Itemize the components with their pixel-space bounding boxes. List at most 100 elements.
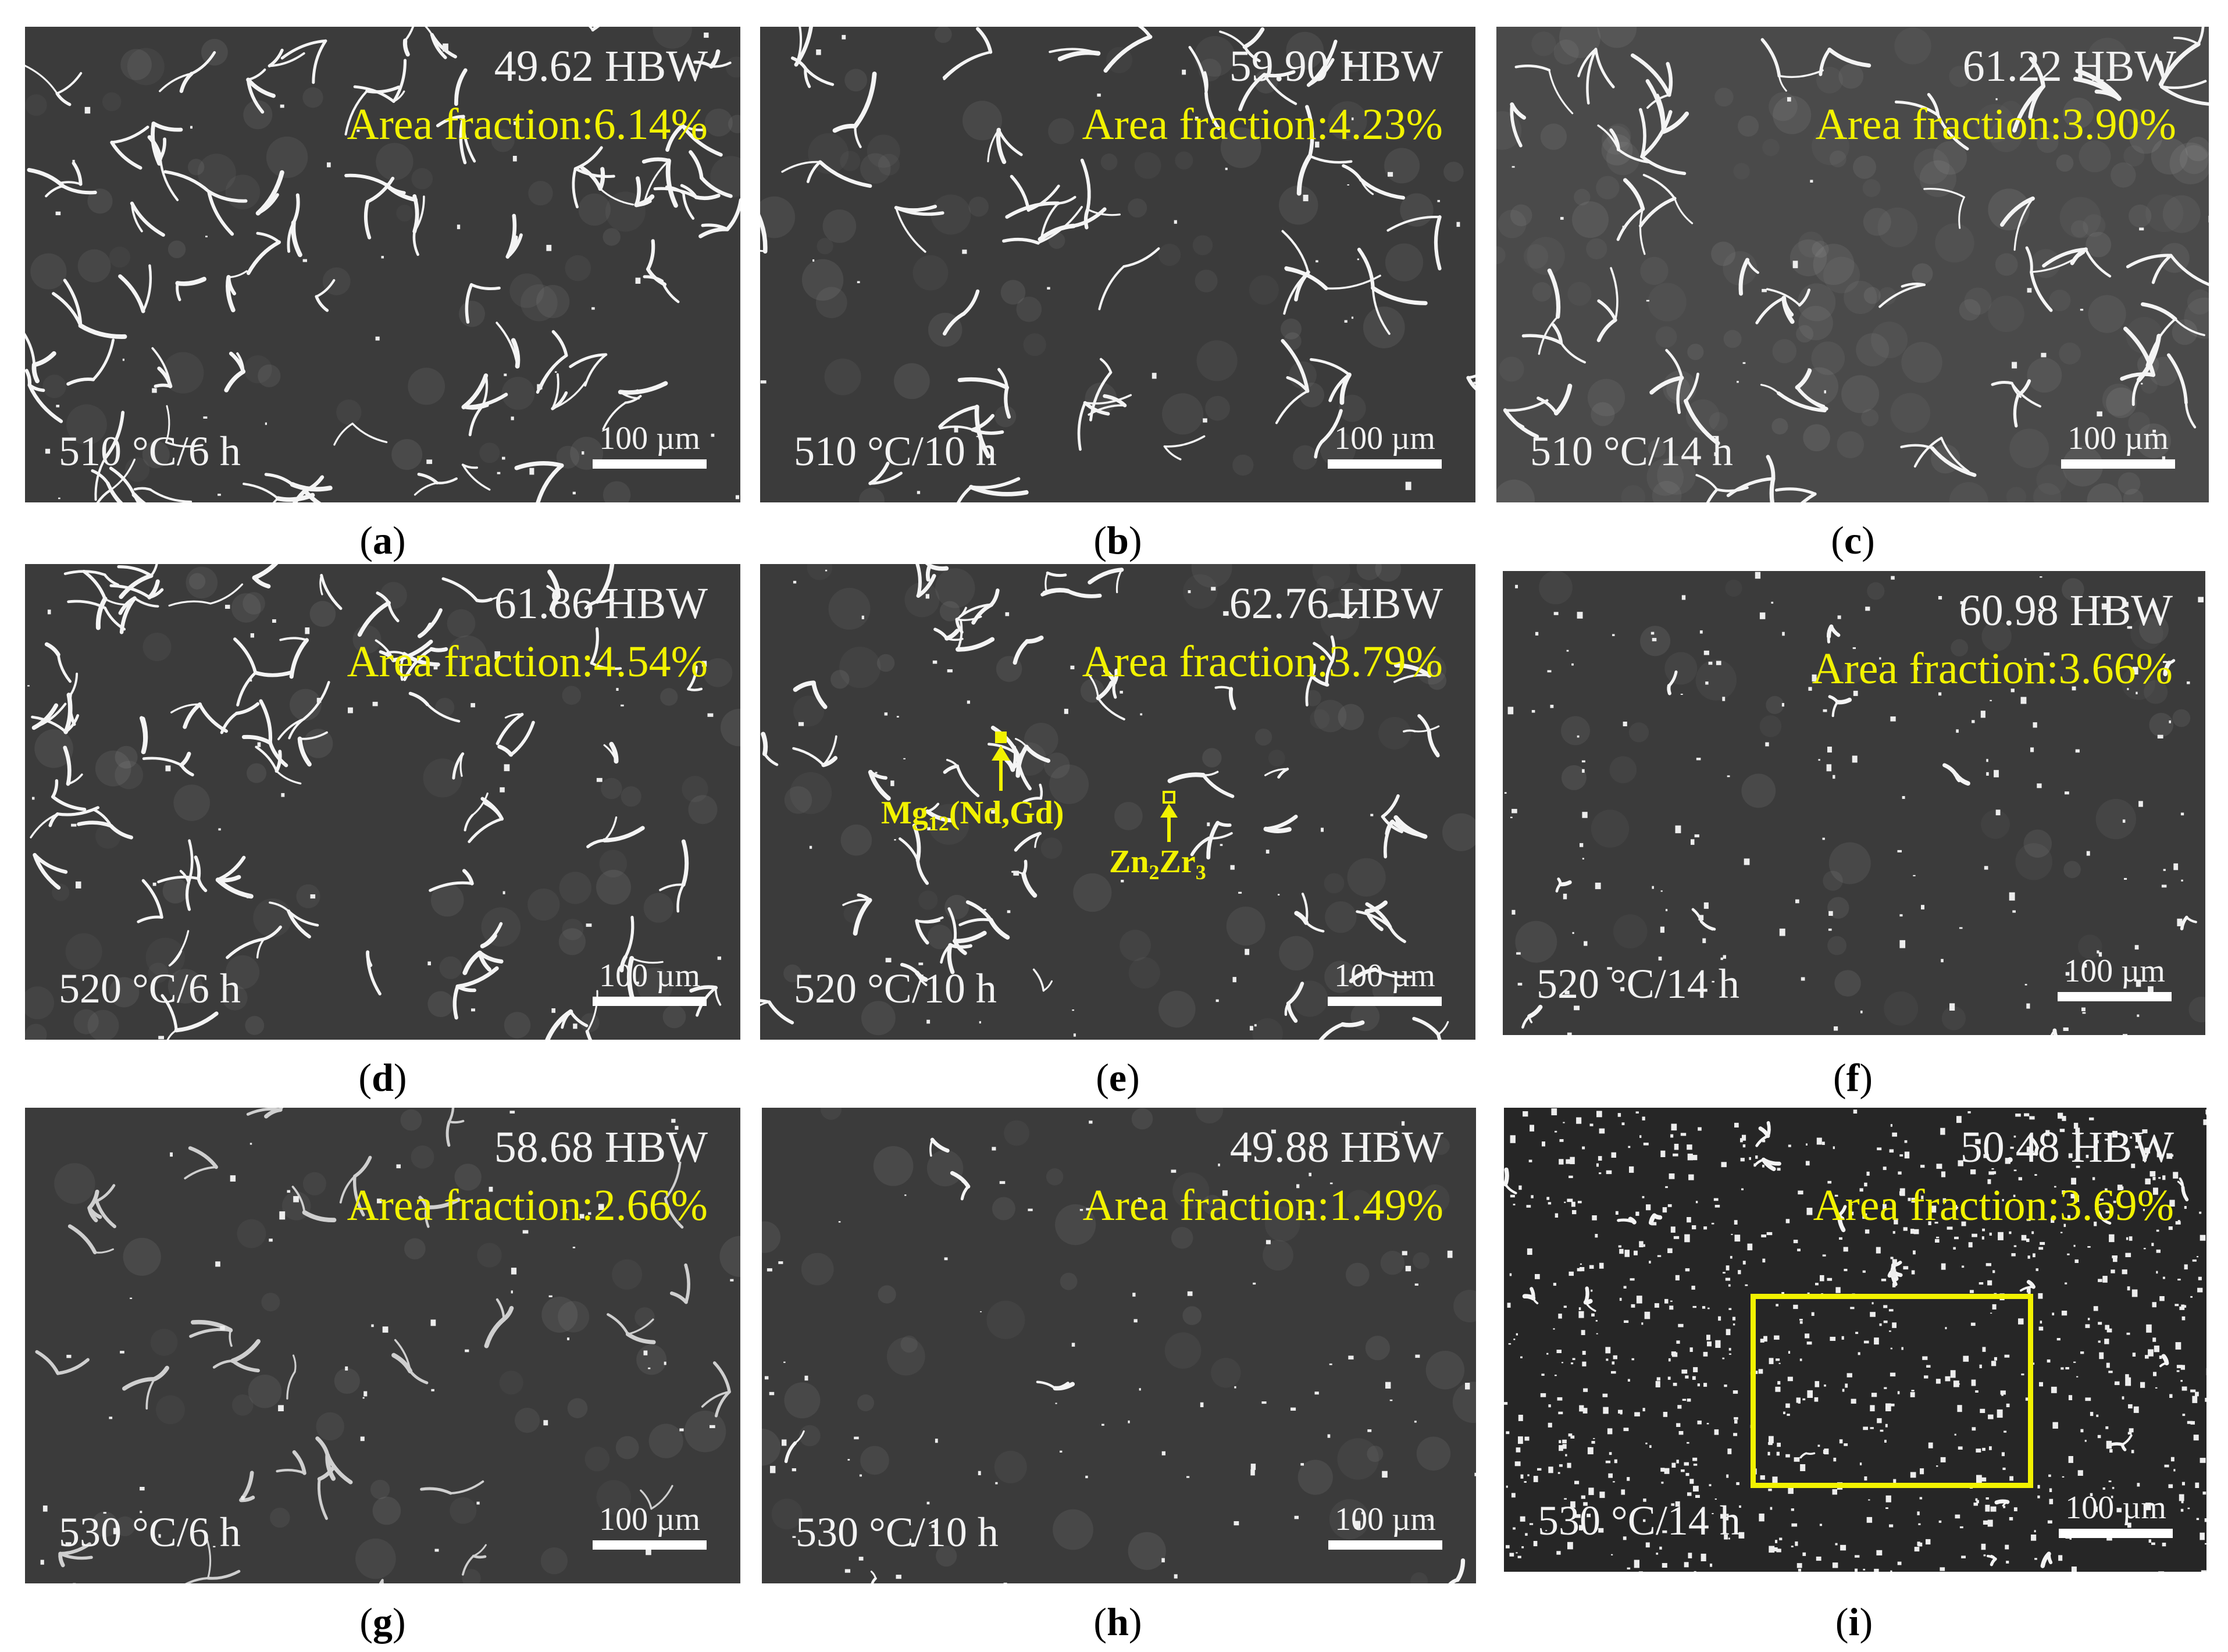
hardness-value: 61.22 HBW <box>1962 42 2176 91</box>
caption-f: (f) <box>1833 1055 1873 1100</box>
microstructure-f <box>1504 571 2205 1035</box>
caption-e: (e) <box>1096 1055 1140 1100</box>
scale-bar-line <box>593 1540 707 1550</box>
hardness-value: 59.90 HBW <box>1229 42 1443 91</box>
scale-bar: 100 µm <box>1328 422 1442 469</box>
scale-bar-label: 100 µm <box>2067 420 2169 456</box>
caption-letter: i <box>1848 1600 1860 1644</box>
caption-letter: a <box>373 518 393 562</box>
marker-square-1 <box>995 732 1007 743</box>
phase-subscript: 2 <box>1149 861 1160 884</box>
microstructure-d <box>25 564 740 1040</box>
scale-bar: 100 µm <box>593 422 707 469</box>
arrow-head-1 <box>992 745 1010 761</box>
scale-bar-line <box>1328 459 1442 469</box>
microstructure-b <box>760 27 1475 502</box>
microstructure-a <box>25 27 740 502</box>
microstructure-i <box>1504 1108 2206 1572</box>
scale-bar-label: 100 µm <box>599 420 700 456</box>
treatment-condition: 520 °C/14 h <box>1537 961 1739 1007</box>
micrograph-panel-f: 60.98 HBW Area fraction:3.66% 520 °C/14 … <box>1503 571 2205 1035</box>
phase-subscript: 3 <box>1195 861 1206 884</box>
scale-bar-line <box>1328 997 1442 1006</box>
micrograph-panel-g: 58.68 HBW Area fraction:2.66% 530 °C/6 h… <box>25 1108 740 1583</box>
caption-letter: c <box>1844 518 1862 562</box>
area-fraction: Area fraction:4.23% <box>1082 100 1443 149</box>
area-fraction: Area fraction:3.90% <box>1815 100 2176 149</box>
phase-markers <box>992 732 1178 842</box>
scale-bar: 100 µm <box>2059 1492 2173 1538</box>
scale-bar-label: 100 µm <box>1335 1501 1436 1537</box>
caption-g: (g) <box>359 1600 406 1644</box>
micrograph-panel-i: 50.48 HBW Area fraction:3.69% 530 °C/14 … <box>1504 1108 2206 1572</box>
area-fraction: Area fraction:3.79% <box>1082 637 1443 686</box>
phase-text: Zn <box>1109 844 1149 880</box>
caption-letter: b <box>1107 518 1129 562</box>
scale-bar-line <box>1328 1540 1442 1550</box>
caption-a: (a) <box>359 518 406 562</box>
scale-bar-label: 100 µm <box>599 1501 700 1537</box>
region-highlight-box <box>1751 1294 2033 1488</box>
scale-bar: 100 µm <box>2058 955 2172 1001</box>
marker-square-2 <box>1163 791 1175 804</box>
phase-text: (Nd,Gd) <box>949 795 1064 831</box>
microstructure-c <box>1496 27 2209 502</box>
phase-text: Mg <box>881 795 928 831</box>
treatment-condition: 530 °C/6 h <box>59 1509 241 1555</box>
hardness-value: 60.98 HBW <box>1959 586 2173 635</box>
phase-label-mg12ndgd: Mg12(Nd,Gd) <box>881 794 1064 836</box>
microstructure-h <box>762 1108 1476 1583</box>
treatment-condition: 520 °C/6 h <box>59 965 241 1012</box>
treatment-condition: 520 °C/10 h <box>794 965 997 1012</box>
area-fraction: Area fraction:4.54% <box>347 637 708 686</box>
scale-bar-line <box>593 459 707 469</box>
phase-text: Zr <box>1159 844 1196 880</box>
area-fraction: Area fraction:3.66% <box>1812 644 2173 693</box>
hardness-value: 61.86 HBW <box>494 579 708 628</box>
caption-d: (d) <box>358 1055 407 1100</box>
area-fraction: Area fraction:3.69% <box>1813 1181 2174 1230</box>
micrograph-panel-b: 59.90 HBW Area fraction:4.23% 510 °C/10 … <box>760 27 1475 502</box>
phase-subscript: 12 <box>928 812 949 836</box>
area-fraction: Area fraction:2.66% <box>347 1181 708 1230</box>
microstructure-g <box>35 1108 740 1583</box>
area-fraction: Area fraction:1.49% <box>1082 1181 1443 1230</box>
caption-i: (i) <box>1835 1600 1873 1644</box>
scale-bar-label: 100 µm <box>599 958 700 994</box>
hardness-value: 50.48 HBW <box>1960 1123 2174 1172</box>
scale-bar-line <box>593 997 707 1006</box>
treatment-condition: 530 °C/10 h <box>796 1509 999 1555</box>
scale-bar-line <box>2058 992 2172 1001</box>
treatment-condition: 510 °C/14 h <box>1530 428 1733 474</box>
caption-h: (h) <box>1093 1600 1142 1644</box>
micrograph-panel-e: 62.76 HBW Area fraction:3.79% 520 °C/10 … <box>760 564 1475 1040</box>
treatment-condition: 530 °C/14 h <box>1538 1497 1741 1544</box>
caption-letter: e <box>1108 1055 1127 1100</box>
arrow-head-2 <box>1160 804 1178 818</box>
scale-bar-label: 100 µm <box>1334 958 1435 994</box>
caption-letter: g <box>373 1600 393 1644</box>
scale-bar: 100 µm <box>1328 959 1442 1006</box>
caption-b: (b) <box>1093 518 1142 562</box>
caption-letter: h <box>1107 1600 1129 1644</box>
scale-bar: 100 µm <box>593 959 707 1006</box>
hardness-value: 49.62 HBW <box>494 42 708 91</box>
scale-bar-label: 100 µm <box>2064 953 2165 989</box>
scale-bar: 100 µm <box>2061 422 2175 469</box>
micrograph-panel-h: 49.88 HBW Area fraction:1.49% 530 °C/10 … <box>762 1108 1476 1583</box>
micrograph-panel-a: 49.62 HBW Area fraction:6.14% 510 °C/6 h… <box>25 27 740 502</box>
treatment-condition: 510 °C/10 h <box>794 428 997 474</box>
scale-bar: 100 µm <box>1328 1503 1442 1550</box>
scale-bar-line <box>2061 459 2175 469</box>
phase-label-zn2zr3: Zn2Zr3 <box>1109 843 1206 884</box>
area-fraction: Area fraction:6.14% <box>347 100 708 149</box>
hardness-value: 62.76 HBW <box>1229 579 1443 628</box>
caption-letter: d <box>372 1055 394 1100</box>
scale-bar-label: 100 µm <box>1334 420 1435 456</box>
caption-letter: f <box>1846 1055 1860 1100</box>
caption-c: (c) <box>1831 518 1875 562</box>
micrograph-panel-d: 61.86 HBW Area fraction:4.54% 520 °C/6 h… <box>25 564 740 1040</box>
treatment-condition: 510 °C/6 h <box>59 428 241 474</box>
scale-bar: 100 µm <box>593 1503 707 1550</box>
microstructure-e <box>760 564 1475 1040</box>
